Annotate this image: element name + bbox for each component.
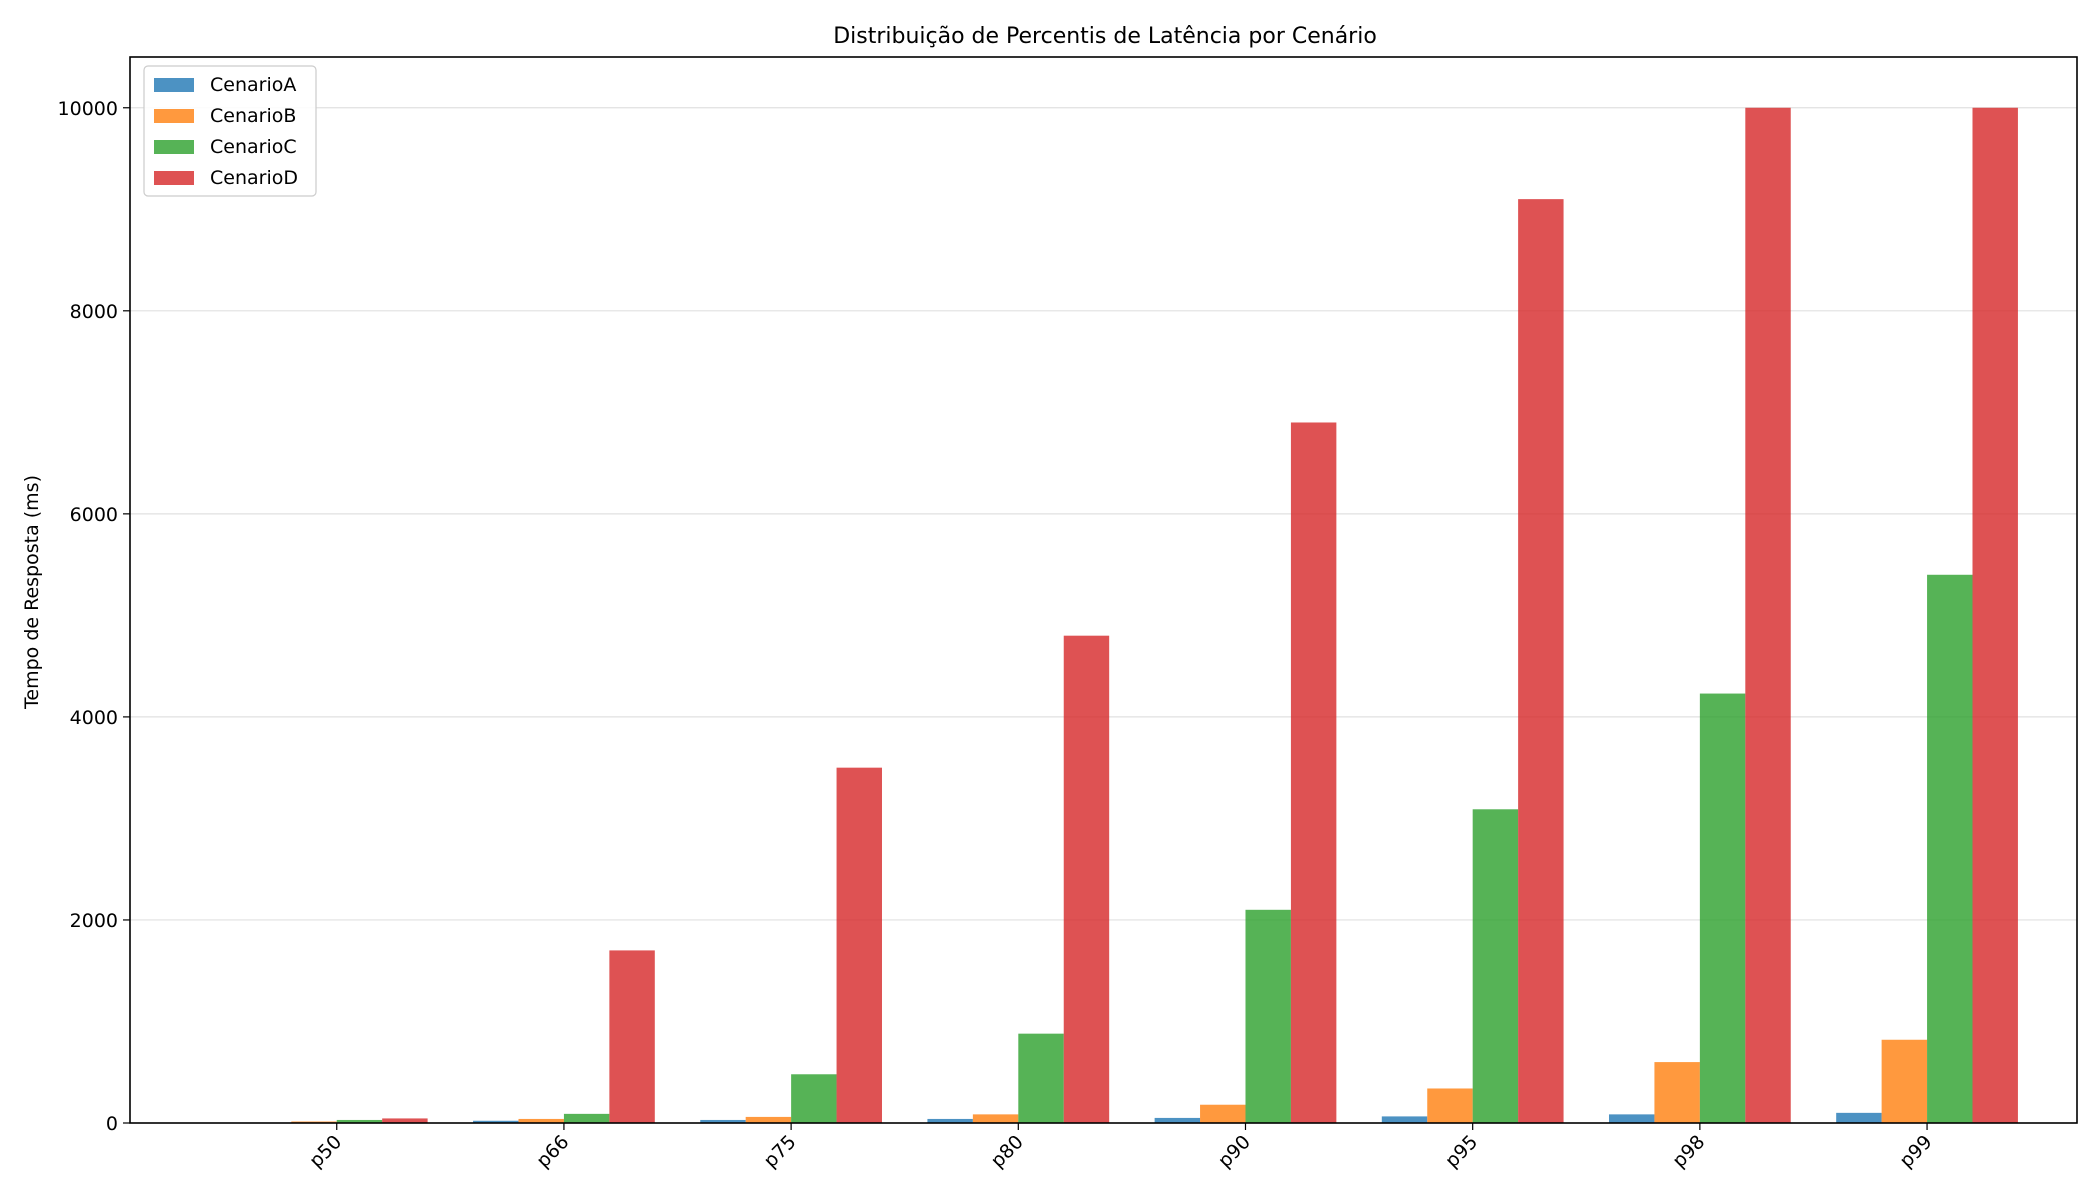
legend-swatch-cenariob — [154, 109, 194, 123]
bar-cenariod-p75 — [836, 767, 882, 1123]
x-tick-label: p90 — [1214, 1131, 1255, 1172]
y-tick-label: 2000 — [70, 910, 118, 932]
bar-cenarioa-p80 — [927, 1118, 973, 1123]
y-tick-label: 8000 — [70, 301, 118, 323]
y-tick-label: 0 — [106, 1113, 118, 1135]
legend-swatch-cenarioc — [154, 140, 194, 154]
x-tick-label: p99 — [1895, 1131, 1936, 1172]
x-tick-label: p80 — [987, 1131, 1028, 1172]
x-tick-label: p66 — [532, 1131, 573, 1172]
bar-cenariob-p90 — [1200, 1104, 1246, 1123]
chart-title: Distribuição de Percentis de Latência po… — [833, 24, 1377, 49]
x-tick-label: p50 — [305, 1131, 346, 1172]
bar-cenariod-p98 — [1745, 107, 1791, 1123]
bar-cenarioa-p90 — [1154, 1117, 1201, 1123]
bar-cenariod-p99 — [1972, 107, 2018, 1123]
bar-cenariod-p66 — [609, 950, 655, 1123]
y-tick-label: 10000 — [58, 98, 118, 120]
bar-cenariob-p75 — [745, 1116, 792, 1123]
legend-box — [143, 65, 317, 197]
bar-cenarioc-p50 — [336, 1119, 383, 1123]
bar-cenarioc-p66 — [563, 1113, 610, 1123]
bar-cenariod-p80 — [1063, 635, 1110, 1123]
legend-swatch-cenariod — [154, 171, 194, 185]
bar-cenariod-p50 — [382, 1118, 428, 1123]
bar-cenariob-p98 — [1654, 1062, 1700, 1123]
bar-cenarioa-p99 — [1836, 1112, 1882, 1123]
y-tick-label: 4000 — [70, 707, 118, 729]
bar-cenarioc-p95 — [1472, 809, 1519, 1123]
bar-cenariob-p66 — [518, 1118, 564, 1123]
legend: CenarioA CenarioB CenarioC CenarioD — [143, 65, 317, 197]
bar-cenarioc-p90 — [1245, 909, 1291, 1123]
bar-cenarioc-p80 — [1018, 1033, 1064, 1123]
bar-cenarioa-p95 — [1381, 1116, 1428, 1123]
legend-label-cenarioc: CenarioC — [210, 136, 297, 158]
y-axis-ticks: 0 2000 4000 6000 8000 10000 — [58, 98, 130, 1135]
legend-label-cenarioa: CenarioA — [210, 74, 296, 96]
bar-cenariod-p90 — [1290, 422, 1337, 1123]
bar-cenariob-p99 — [1881, 1039, 1928, 1123]
bar-cenarioa-p66 — [473, 1120, 519, 1123]
legend-swatch-cenarioa — [154, 78, 194, 92]
bars — [245, 107, 2018, 1124]
x-tick-label: p95 — [1441, 1131, 1482, 1172]
bar-cenariod-p95 — [1518, 199, 1564, 1124]
bar-cenariob-p80 — [972, 1114, 1019, 1123]
x-axis-ticks: p50 p66 p75 p80 p90 p95 p98 p99 — [305, 1123, 1937, 1172]
y-tick-label: 6000 — [70, 504, 118, 526]
legend-label-cenariob: CenarioB — [210, 105, 296, 127]
plot-frame — [129, 56, 2078, 1124]
bar-cenarioc-p98 — [1699, 693, 1746, 1123]
bar-cenarioa-p75 — [700, 1119, 746, 1123]
legend-label-cenariod: CenarioD — [210, 167, 298, 189]
bar-cenarioc-p99 — [1927, 574, 1973, 1123]
y-axis-label: Tempo de Resposta (ms) — [21, 475, 43, 710]
x-tick-label: p98 — [1668, 1131, 1709, 1172]
x-tick-label: p75 — [759, 1131, 800, 1172]
bar-cenarioa-p98 — [1608, 1114, 1655, 1123]
bar-cenarioc-p75 — [791, 1074, 837, 1123]
bar-cenariob-p95 — [1427, 1088, 1473, 1123]
